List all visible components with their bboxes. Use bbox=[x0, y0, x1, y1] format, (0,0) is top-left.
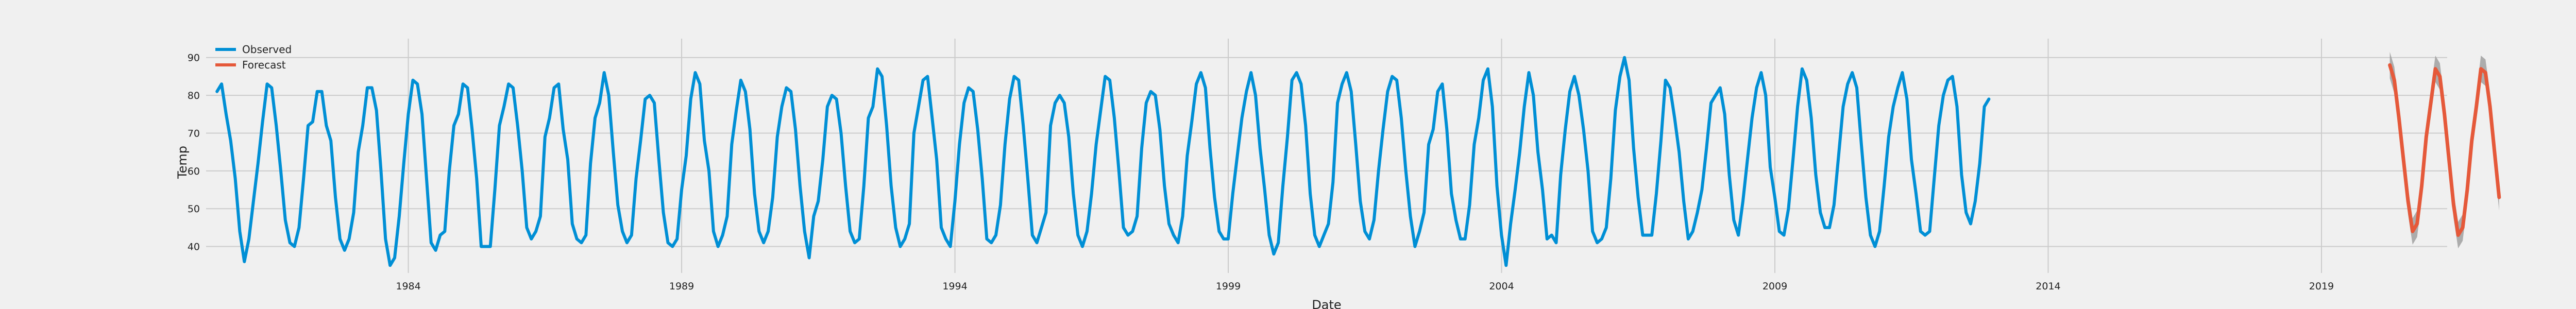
y-axis-label: Temp bbox=[175, 146, 190, 179]
series-line-observed bbox=[215, 56, 1991, 267]
tick-labels: 40 50 60 70 80 90 1984 1989 1994 1999 2004 2009 2014… bbox=[188, 53, 2334, 292]
grid-lines bbox=[206, 39, 2447, 273]
x-tick-label: 1999 bbox=[1216, 281, 1241, 292]
series-lines bbox=[215, 56, 2501, 267]
x-tick-label: 1984 bbox=[396, 281, 420, 292]
x-tick-label: 2004 bbox=[1489, 281, 1514, 292]
legend-label-forecast: Forecast bbox=[242, 59, 286, 71]
series-line-forecast bbox=[2388, 63, 2501, 237]
legend-label-observed: Observed bbox=[242, 43, 292, 56]
y-tick-label: 70 bbox=[188, 128, 200, 139]
y-tick-label: 60 bbox=[188, 166, 200, 177]
y-tick-label: 50 bbox=[188, 203, 200, 215]
y-tick-label: 80 bbox=[188, 90, 200, 101]
y-tick-label: 40 bbox=[188, 242, 200, 253]
x-tick-label: 1989 bbox=[669, 281, 694, 292]
y-tick-label: 90 bbox=[188, 53, 200, 64]
x-tick-label: 2014 bbox=[2036, 281, 2060, 292]
x-tick-label: 2019 bbox=[2309, 281, 2334, 292]
x-tick-label: 1994 bbox=[942, 281, 967, 292]
legend: Observed Forecast bbox=[215, 43, 292, 71]
x-tick-label: 2009 bbox=[1762, 281, 1787, 292]
x-axis-label: Date bbox=[1312, 298, 1341, 309]
